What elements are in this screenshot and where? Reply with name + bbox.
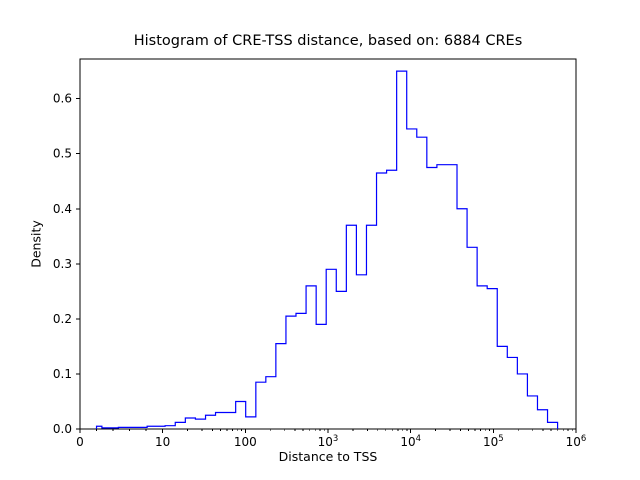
histogram-line xyxy=(95,70,559,429)
x-tick-label: 103 xyxy=(318,434,339,449)
y-tick-label: 0.6 xyxy=(53,92,72,106)
x-tick-label: 0 xyxy=(76,435,84,449)
x-tick-label: 104 xyxy=(400,434,421,449)
x-tick-label: 106 xyxy=(566,434,587,449)
y-tick-label: 0.4 xyxy=(53,202,72,216)
x-tick-label: 105 xyxy=(483,434,504,449)
y-tick-label: 0.1 xyxy=(53,367,72,381)
chart-title: Histogram of CRE-TSS distance, based on:… xyxy=(133,33,523,49)
y-tick-label: 0.2 xyxy=(53,312,72,326)
x-tick-label: 100 xyxy=(234,435,257,449)
x-tick-label: 10 xyxy=(155,435,170,449)
plot-border xyxy=(79,58,577,430)
y-tick-label: 0.3 xyxy=(53,257,72,271)
y-tick-label: 0.5 xyxy=(53,147,72,161)
y-tick-label: 0.0 xyxy=(53,422,72,436)
x-axis-label: Distance to TSS xyxy=(278,449,378,464)
